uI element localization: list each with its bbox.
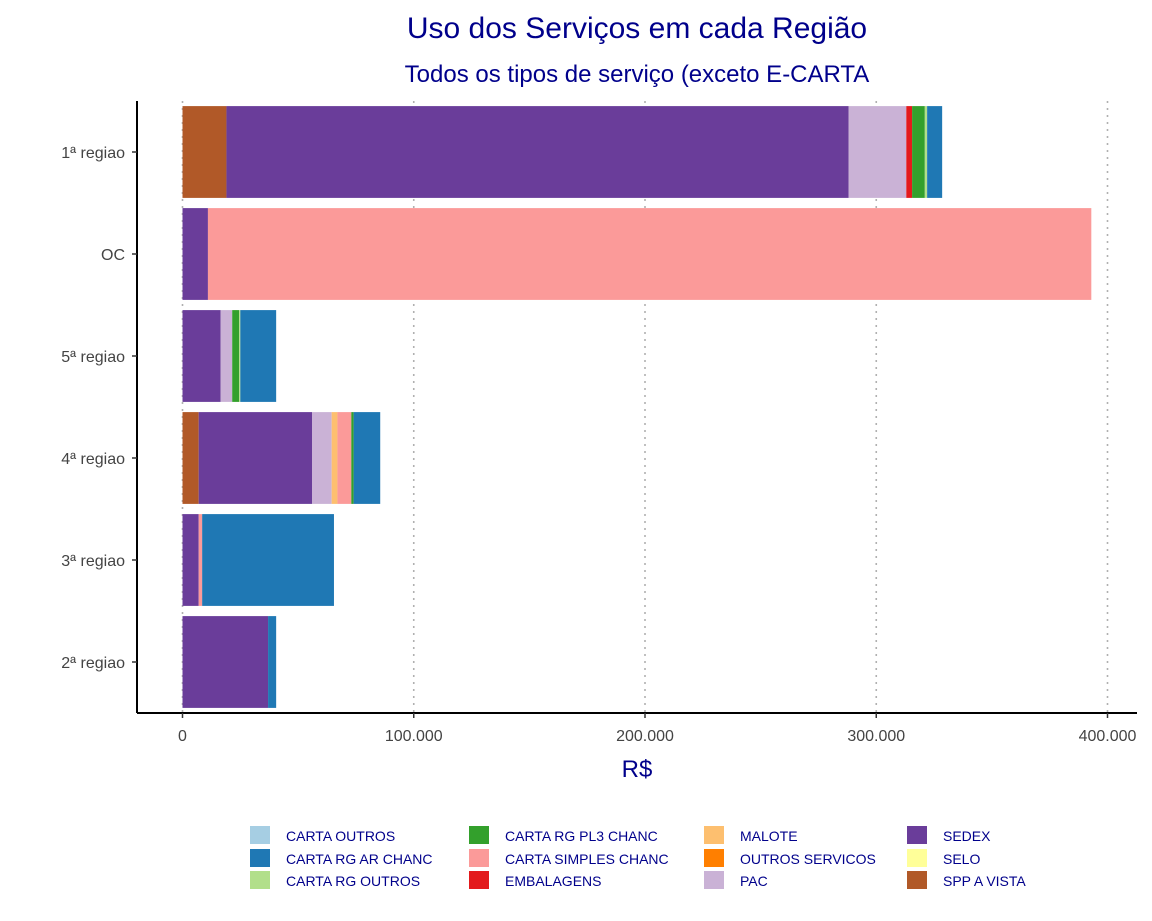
bar-3-1 [198, 412, 312, 504]
bar-3-4 [337, 412, 352, 504]
chart-subtitle: Todos os tipos de serviço (exceto E-CART… [405, 61, 870, 88]
legend-swatch-1-0 [469, 826, 489, 844]
y-tick-label-0: 1ª regiao [61, 145, 125, 162]
legend-label-0-2: CARTA RG OUTROS [286, 873, 420, 889]
bar-5-8 [268, 616, 277, 708]
bar-4-1 [182, 514, 199, 606]
bar-3-6 [351, 412, 354, 504]
bar-1-1 [182, 208, 208, 300]
legend-label-0-0: CARTA OUTROS [286, 828, 395, 844]
bar-3-0 [182, 412, 199, 504]
legend-label-1-0: CARTA RG PL3 CHANC [505, 828, 658, 844]
bar-2-1 [182, 310, 221, 402]
y-tick-label-1: OC [101, 247, 125, 264]
bar-3-8 [353, 412, 381, 504]
y-tick-labels: 1ª regiao OC 5ª regiao 4ª regiao 3ª regiao 2ª… [61, 145, 125, 672]
legend-label-1-1: CARTA SIMPLES CHANC [505, 851, 669, 867]
y-tick-label-3: 4ª regiao [61, 451, 125, 468]
legend-swatch-0-1 [250, 849, 270, 867]
bar-3-3 [331, 412, 338, 504]
bar-0-0 [182, 106, 227, 198]
legend-swatch-1-1 [469, 849, 489, 867]
legend-swatch-0-2 [250, 871, 270, 889]
legend-swatch-0-0 [250, 826, 270, 844]
bar-4-8 [202, 514, 334, 606]
bar-2-6 [232, 310, 240, 402]
legend-swatch-3-0 [907, 826, 927, 844]
x-tick-label-3: 300.000 [847, 728, 905, 745]
bar-2-7 [239, 310, 241, 402]
bar-0-7 [924, 106, 928, 198]
y-tick-label-4: 3ª regiao [61, 553, 125, 570]
bar-4-4 [198, 514, 203, 606]
bar-0-8 [927, 106, 943, 198]
y-tick-label-5: 2ª regiao [61, 655, 125, 672]
legend-swatch-3-2 [907, 871, 927, 889]
bar-0-5 [906, 106, 913, 198]
legend-swatch-2-1 [704, 849, 724, 867]
bar-1-4 [207, 208, 1092, 300]
legend-label-3-1: SELO [943, 851, 980, 867]
legend-swatch-2-0 [704, 826, 724, 844]
legend-swatch-3-1 [907, 849, 927, 867]
legend-label-2-2: PAC [740, 873, 768, 889]
bars [182, 106, 1092, 708]
x-axis-label: R$ [622, 756, 653, 783]
x-tick-label-2: 200.000 [616, 728, 674, 745]
legend-label-2-1: OUTROS SERVICOS [740, 851, 876, 867]
legend-label-0-1: CARTA RG AR CHANC [286, 851, 433, 867]
x-tick-label-1: 100.000 [385, 728, 443, 745]
bar-0-1 [226, 106, 849, 198]
axes [132, 101, 1137, 718]
legend-swatch-1-2 [469, 871, 489, 889]
bar-0-6 [912, 106, 925, 198]
bar-2-8 [240, 310, 277, 402]
legend-swatch-2-2 [704, 871, 724, 889]
legend-label-1-2: EMBALAGENS [505, 873, 601, 889]
legend-label-2-0: MALOTE [740, 828, 798, 844]
x-tick-label-4: 400.000 [1079, 728, 1137, 745]
chart-title: Uso dos Serviços em cada Região [407, 12, 867, 45]
x-tick-labels: 0 100.000 200.000 300.000 400.000 [178, 728, 1136, 745]
legend-label-3-2: SPP A VISTA [943, 873, 1026, 889]
legend: CARTA OUTROS CARTA RG AR CHANC CARTA RG OU… [250, 826, 1026, 889]
y-tick-label-2: 5ª regiao [61, 349, 125, 366]
bar-0-2 [848, 106, 907, 198]
bar-5-1 [182, 616, 269, 708]
x-tick-label-0: 0 [178, 728, 187, 745]
bar-2-2 [220, 310, 233, 402]
bar-3-2 [312, 412, 332, 504]
legend-label-3-0: SEDEX [943, 828, 991, 844]
